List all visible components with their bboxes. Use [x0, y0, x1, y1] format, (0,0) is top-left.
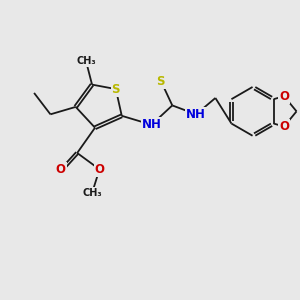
- Text: O: O: [94, 163, 104, 176]
- Text: CH₃: CH₃: [82, 188, 102, 198]
- Text: NH: NH: [186, 108, 206, 121]
- Text: O: O: [56, 163, 66, 176]
- Text: S: S: [112, 82, 120, 96]
- Text: O: O: [279, 90, 289, 103]
- Text: S: S: [156, 75, 165, 88]
- Text: CH₃: CH₃: [76, 56, 96, 66]
- Text: O: O: [279, 120, 289, 133]
- Text: NH: NH: [142, 118, 161, 131]
